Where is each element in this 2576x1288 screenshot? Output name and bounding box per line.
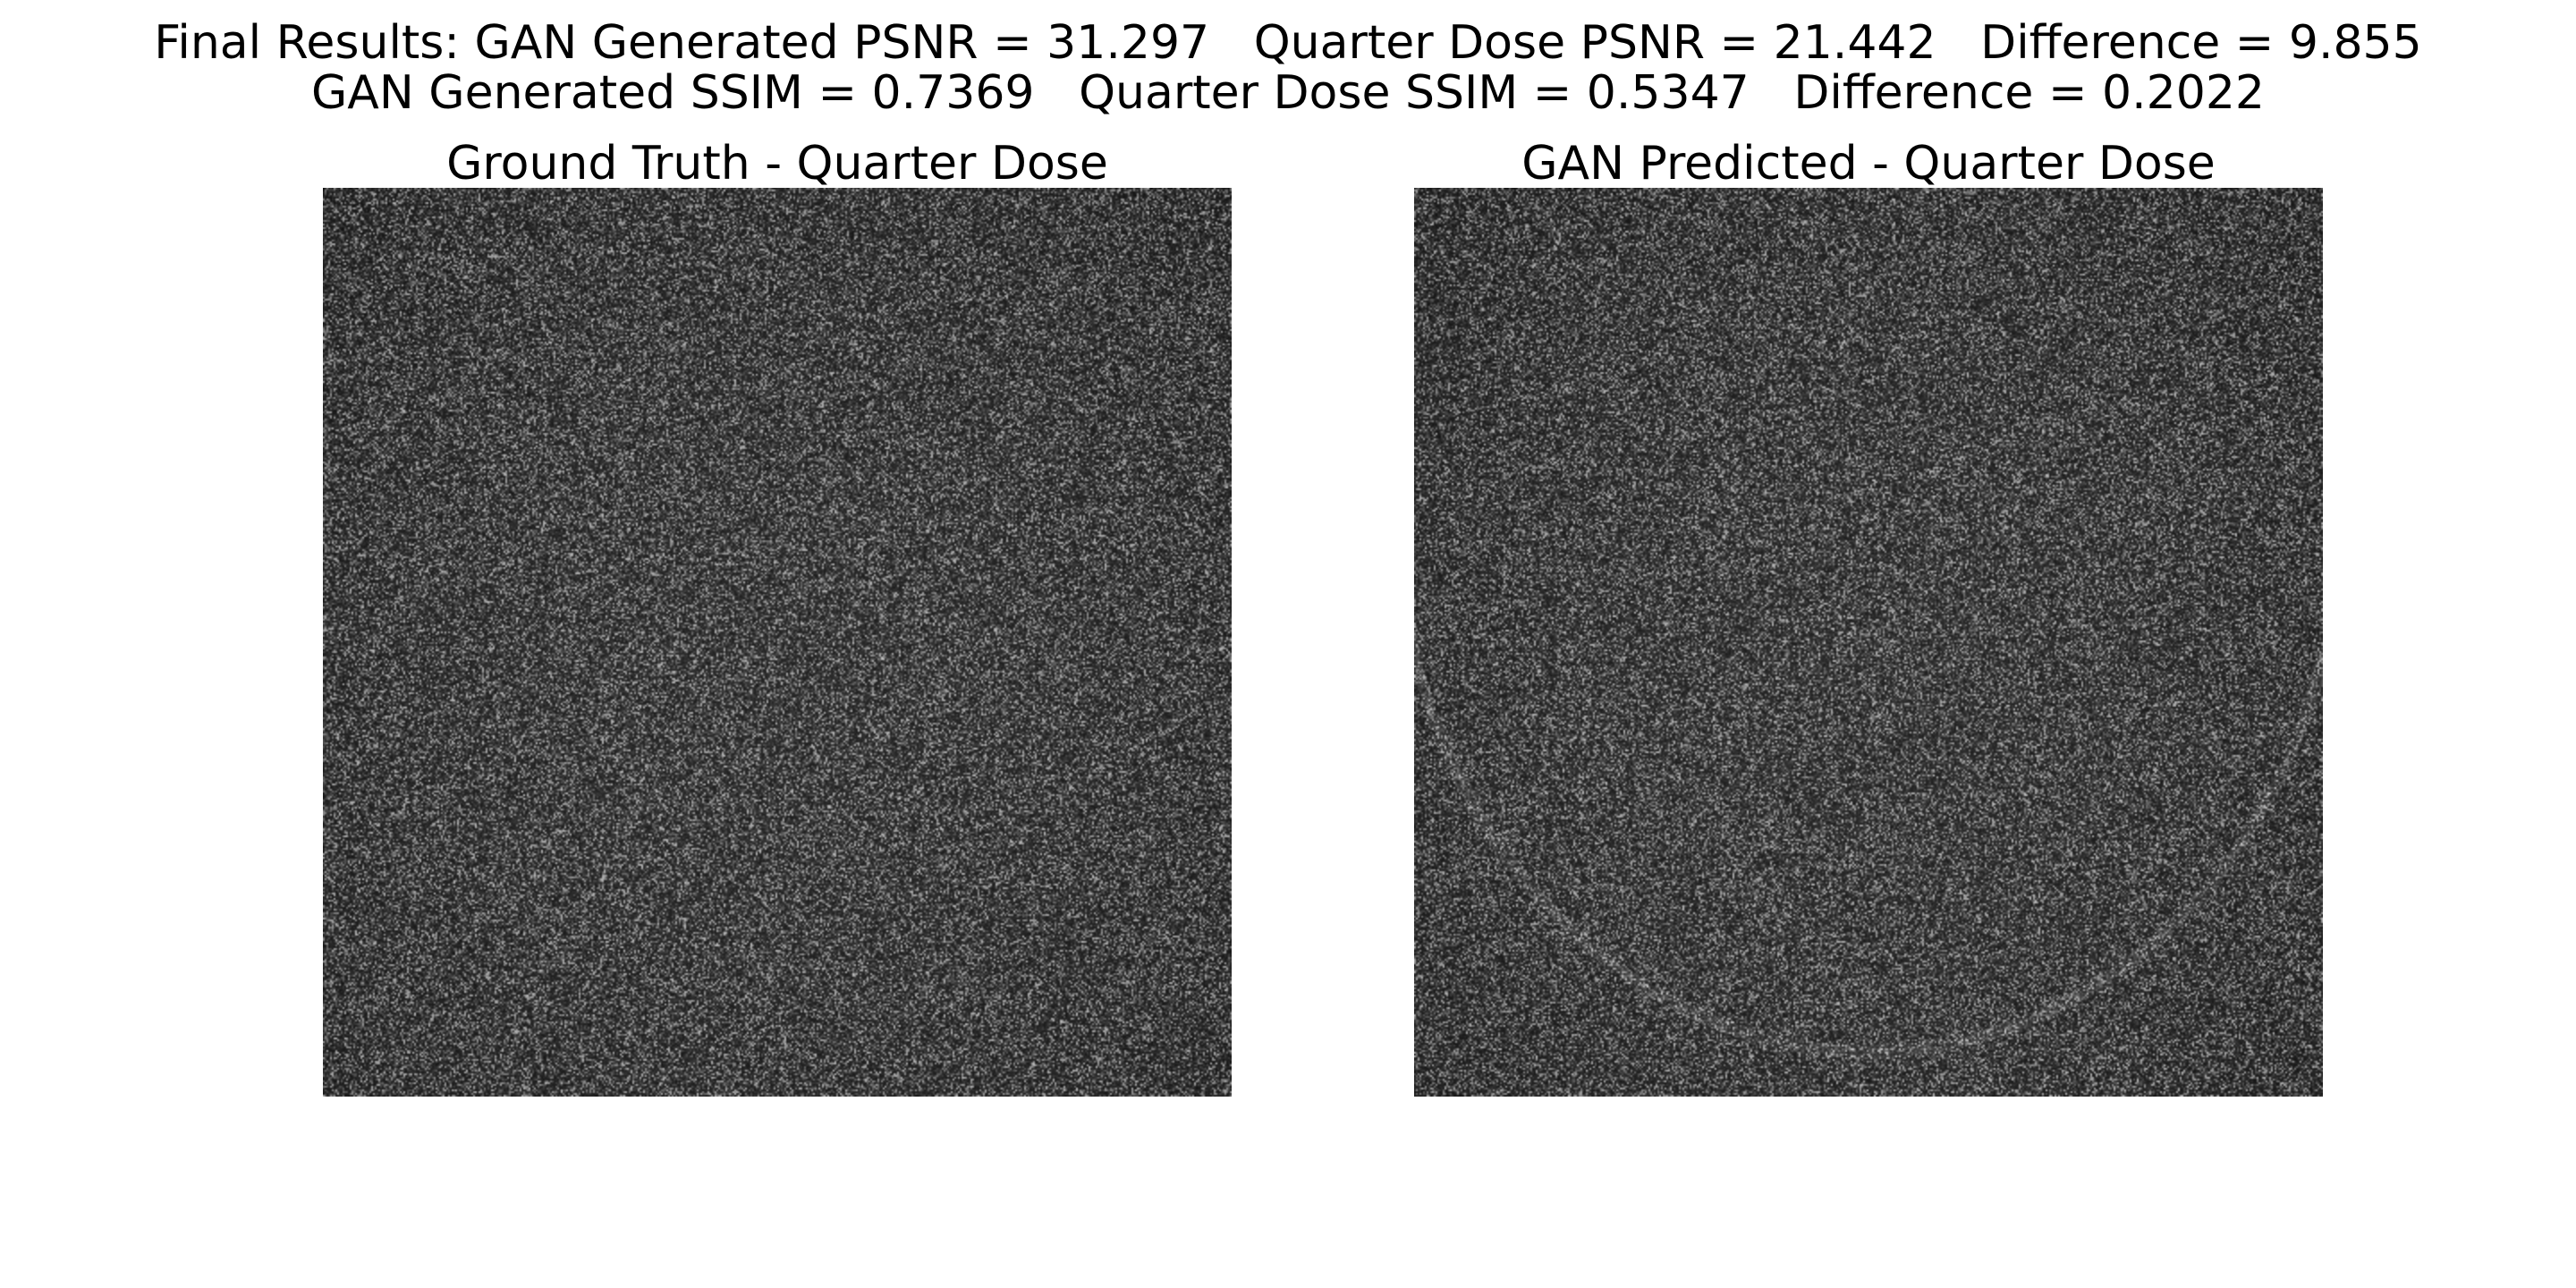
panel-title-gan-predicted: GAN Predicted - Quarter Dose (1521, 137, 2216, 191)
gan-predicted-difference-image (1414, 188, 2323, 1097)
figure-suptitle-line-2: GAN Generated SSIM = 0.7369 Quarter Dose… (311, 66, 2265, 120)
ground-truth-noise-canvas (323, 188, 1232, 1097)
figure-suptitle-line-1: Final Results: GAN Generated PSNR = 31.2… (154, 16, 2422, 70)
ground-truth-difference-image (323, 188, 1232, 1097)
panel-title-ground-truth: Ground Truth - Quarter Dose (446, 137, 1108, 191)
gan-predicted-noise-canvas (1414, 188, 2323, 1097)
